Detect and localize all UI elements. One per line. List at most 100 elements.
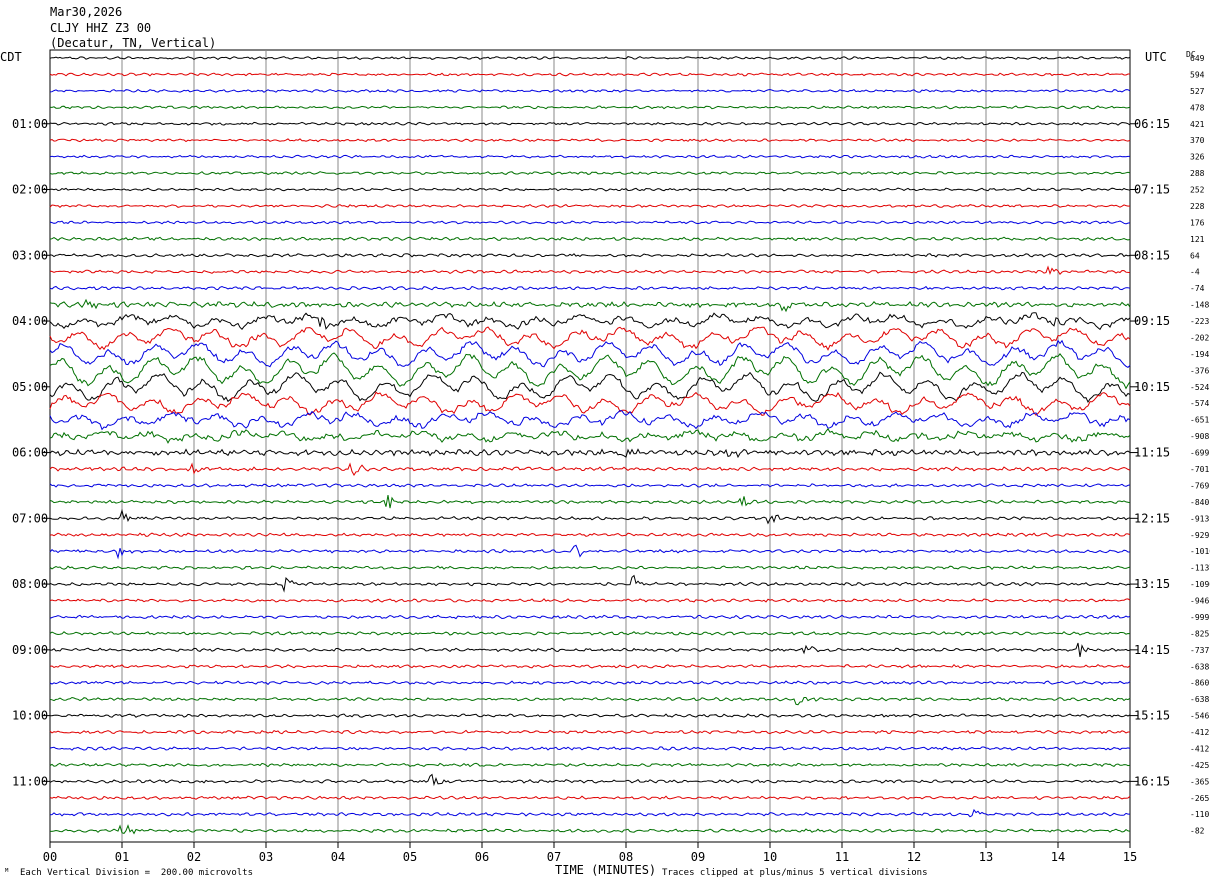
trace-row-39: [49, 696, 1131, 706]
right-hour-label-16:15: 16:15: [1134, 774, 1170, 788]
trace-row-23: [49, 428, 1131, 444]
trace-row-1: [49, 72, 1130, 77]
left-hour-label-03:00: 03:00: [12, 248, 48, 262]
dc-offset-row-24: -699: [1190, 449, 1209, 458]
dc-offset-row-14: -74: [1190, 284, 1205, 293]
trace-row-29: [49, 532, 1131, 538]
x-axis-title: TIME (MINUTES): [555, 863, 657, 877]
dc-offset-row-45: -265: [1190, 794, 1209, 803]
x-tick-label-10: 10: [763, 850, 777, 864]
dc-offset-row-11: 121: [1190, 235, 1205, 244]
dc-offset-row-35: -825: [1190, 629, 1209, 638]
trace-row-13: [49, 265, 1131, 276]
trace-row-47: [49, 824, 1131, 835]
right-hour-label-12:15: 12:15: [1134, 511, 1170, 525]
left-timezone-label: CDT: [0, 50, 22, 64]
trace-row-42: [49, 746, 1131, 751]
trace-row-35: [49, 631, 1131, 636]
dc-offset-row-4: 421: [1190, 120, 1205, 129]
trace-row-15: [49, 298, 1131, 313]
dc-offset-row-13: -4: [1190, 268, 1200, 277]
dc-offset-row-34: -999: [1190, 613, 1209, 622]
right-hour-label-11:15: 11:15: [1134, 446, 1170, 460]
dc-offset-row-25: -701: [1190, 465, 1209, 474]
trace-row-27: [49, 495, 1131, 509]
trace-row-8: [49, 187, 1131, 192]
right-hour-label-06:15: 06:15: [1134, 117, 1170, 131]
dc-offset-row-47: -82: [1190, 827, 1205, 836]
dc-offset-row-10: 176: [1190, 218, 1205, 227]
plot-frame: [49, 49, 1131, 843]
dc-offset-row-18: -194: [1190, 350, 1209, 359]
right-hour-label-09:15: 09:15: [1134, 314, 1170, 328]
x-tick-label-03: 03: [259, 850, 273, 864]
trace-row-30: [49, 544, 1130, 560]
dc-offset-row-15: -148: [1190, 301, 1209, 310]
trace-row-44: [49, 773, 1131, 787]
trace-row-21: [49, 391, 1131, 416]
trace-row-16: [49, 312, 1131, 331]
clip-note: Traces clipped at plus/minus 5 vertical …: [662, 868, 928, 878]
trace-row-32: [49, 574, 1131, 593]
right-hour-label-13:15: 13:15: [1134, 577, 1170, 591]
dc-offset-row-16: -223: [1190, 317, 1209, 326]
left-hour-label-06:00: 06:00: [12, 446, 48, 460]
trace-row-25: [49, 462, 1131, 476]
x-tick-label-11: 11: [835, 850, 849, 864]
header-date: Mar30,2026: [50, 5, 123, 19]
trace-row-9: [49, 204, 1131, 208]
scale-note: Each Vertical Division = 200.00 microvol…: [20, 868, 253, 878]
left-hour-label-02:00: 02:00: [12, 183, 48, 197]
dc-offset-row-7: 288: [1190, 169, 1205, 178]
trace-row-5: [49, 138, 1131, 143]
right-hour-label-07:15: 07:15: [1134, 183, 1170, 197]
trace-row-45: [49, 795, 1131, 800]
dc-offset-row-27: -840: [1190, 498, 1209, 507]
trace-row-6: [49, 154, 1130, 159]
trace-row-26: [49, 483, 1131, 488]
dc-offset-row-46: -110: [1190, 810, 1209, 819]
trace-row-28: [49, 508, 1131, 525]
left-hour-label-01:00: 01:00: [12, 117, 48, 131]
left-hour-label-11:00: 11:00: [12, 774, 48, 788]
trace-row-2: [49, 88, 1131, 93]
dc-offset-row-1: 594: [1190, 70, 1205, 79]
dc-offset-row-32: -1090: [1190, 580, 1210, 589]
left-hour-label-10:00: 10:00: [12, 709, 48, 723]
trace-row-46: [49, 808, 1130, 818]
trace-row-19: [49, 352, 1131, 390]
trace-row-0: [49, 56, 1131, 60]
dc-offset-row-19: -376: [1190, 366, 1209, 375]
trace-row-4: [49, 121, 1131, 126]
trace-row-10: [49, 220, 1131, 225]
dc-offset-row-0: 649: [1190, 54, 1205, 63]
dc-offset-row-26: -769: [1190, 481, 1209, 490]
trace-row-24: [49, 448, 1131, 459]
dc-offset-row-17: -202: [1190, 333, 1209, 342]
trace-row-12: [49, 253, 1131, 258]
x-tick-label-15: 15: [1123, 850, 1137, 864]
x-tick-label-14: 14: [1051, 850, 1065, 864]
trace-row-31: [49, 565, 1131, 571]
x-tick-label-07: 07: [547, 850, 561, 864]
dc-offset-row-28: -913: [1190, 514, 1209, 523]
dc-offset-row-23: -908: [1190, 432, 1209, 441]
right-hour-label-15:15: 15:15: [1134, 709, 1170, 723]
left-hour-label-04:00: 04:00: [12, 314, 48, 328]
dc-offset-row-9: 228: [1190, 202, 1205, 211]
x-tick-label-12: 12: [907, 850, 921, 864]
trace-row-11: [49, 236, 1131, 242]
dc-offset-row-41: -412: [1190, 728, 1209, 737]
left-hour-label-09:00: 09:00: [12, 643, 48, 657]
right-timezone-label: UTC: [1145, 50, 1167, 64]
left-hour-label-07:00: 07:00: [12, 511, 48, 525]
trace-row-33: [49, 598, 1131, 603]
header-location: (Decatur, TN, Vertical): [50, 36, 217, 50]
dc-offset-row-12: 64: [1190, 251, 1200, 260]
dc-offset-row-20: -524: [1190, 383, 1209, 392]
trace-row-3: [49, 105, 1131, 110]
dc-offset-row-40: -546: [1190, 712, 1209, 721]
trace-row-41: [49, 729, 1130, 735]
trace-row-36: [50, 642, 1131, 657]
